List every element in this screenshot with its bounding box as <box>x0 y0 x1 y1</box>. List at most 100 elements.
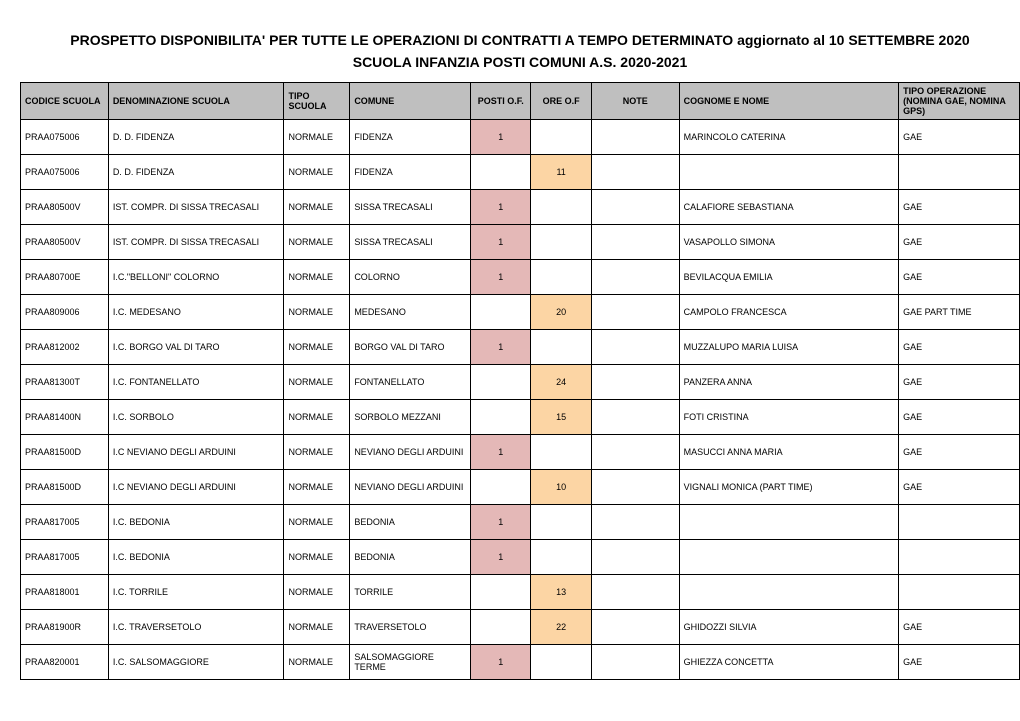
cell-oper <box>899 505 1020 540</box>
cell-codice: PRAA075006 <box>21 155 109 190</box>
cell-posti <box>471 575 531 610</box>
cell-ore <box>531 190 591 225</box>
cell-codice: PRAA81500D <box>21 470 109 505</box>
cell-oper: GAE <box>899 330 1020 365</box>
cell-denom: I.C. SALSOMAGGIORE <box>108 645 284 680</box>
cell-denom: D. D. FIDENZA <box>108 120 284 155</box>
cell-codice: PRAA075006 <box>21 120 109 155</box>
cell-comune: BEDONIA <box>350 540 471 575</box>
col-comune: COMUNE <box>350 83 471 120</box>
cell-posti: 1 <box>471 260 531 295</box>
cell-denom: I.C. BORGO VAL DI TARO <box>108 330 284 365</box>
cell-tipo: NORMALE <box>284 435 350 470</box>
table-row: PRAA817005I.C. BEDONIANORMALEBEDONIA1 <box>21 540 1020 575</box>
cell-codice: PRAA81400N <box>21 400 109 435</box>
cell-denom: I.C. SORBOLO <box>108 400 284 435</box>
cell-comune: TRAVERSETOLO <box>350 610 471 645</box>
cell-denom: I.C NEVIANO DEGLI ARDUINI <box>108 470 284 505</box>
cell-comune: FONTANELLATO <box>350 365 471 400</box>
cell-cognome: MUZZALUPO MARIA LUISA <box>679 330 899 365</box>
table-row: PRAA81500DI.C NEVIANO DEGLI ARDUININORMA… <box>21 435 1020 470</box>
cell-ore: 15 <box>531 400 591 435</box>
cell-ore: 11 <box>531 155 591 190</box>
cell-comune: SISSA TRECASALI <box>350 225 471 260</box>
cell-cognome <box>679 540 899 575</box>
cell-cognome: VIGNALI MONICA (PART TIME) <box>679 470 899 505</box>
cell-note <box>591 645 679 680</box>
cell-denom: I.C NEVIANO DEGLI ARDUINI <box>108 435 284 470</box>
cell-ore <box>531 260 591 295</box>
table-row: PRAA80700EI.C."BELLONI" COLORNONORMALECO… <box>21 260 1020 295</box>
cell-denom: I.C. BEDONIA <box>108 540 284 575</box>
cell-codice: PRAA812002 <box>21 330 109 365</box>
cell-cognome: CALAFIORE SEBASTIANA <box>679 190 899 225</box>
cell-tipo: NORMALE <box>284 610 350 645</box>
cell-posti: 1 <box>471 435 531 470</box>
cell-oper <box>899 575 1020 610</box>
cell-codice: PRAA80700E <box>21 260 109 295</box>
cell-cognome <box>679 505 899 540</box>
cell-ore: 24 <box>531 365 591 400</box>
cell-comune: TORRILE <box>350 575 471 610</box>
cell-posti: 1 <box>471 540 531 575</box>
cell-oper: GAE <box>899 260 1020 295</box>
cell-codice: PRAA81500D <box>21 435 109 470</box>
cell-tipo: NORMALE <box>284 400 350 435</box>
cell-posti: 1 <box>471 645 531 680</box>
cell-ore: 13 <box>531 575 591 610</box>
col-denom: DENOMINAZIONE SCUOLA <box>108 83 284 120</box>
cell-cognome: GHIEZZA CONCETTA <box>679 645 899 680</box>
cell-oper: GAE <box>899 190 1020 225</box>
cell-cognome: CAMPOLO FRANCESCA <box>679 295 899 330</box>
table-row: PRAA81400NI.C. SORBOLONORMALESORBOLO MEZ… <box>21 400 1020 435</box>
cell-oper: GAE <box>899 470 1020 505</box>
cell-codice: PRAA80500V <box>21 225 109 260</box>
cell-cognome: BEVILACQUA EMILIA <box>679 260 899 295</box>
cell-tipo: NORMALE <box>284 190 350 225</box>
cell-comune: SISSA TRECASALI <box>350 190 471 225</box>
cell-denom: I.C. MEDESANO <box>108 295 284 330</box>
cell-posti: 1 <box>471 330 531 365</box>
availability-table: CODICE SCUOLA DENOMINAZIONE SCUOLA TIPO … <box>20 82 1020 680</box>
cell-posti <box>471 365 531 400</box>
cell-posti: 1 <box>471 190 531 225</box>
cell-denom: I.C. BEDONIA <box>108 505 284 540</box>
cell-tipo: NORMALE <box>284 540 350 575</box>
col-posti: POSTI O.F. <box>471 83 531 120</box>
col-tipo: TIPO SCUOLA <box>284 83 350 120</box>
cell-tipo: NORMALE <box>284 120 350 155</box>
cell-ore <box>531 540 591 575</box>
col-cognome: COGNOME E NOME <box>679 83 899 120</box>
cell-denom: IST. COMPR. DI SISSA TRECASALI <box>108 190 284 225</box>
cell-cognome <box>679 575 899 610</box>
cell-cognome: GHIDOZZI SILVIA <box>679 610 899 645</box>
cell-tipo: NORMALE <box>284 645 350 680</box>
cell-note <box>591 120 679 155</box>
cell-ore <box>531 120 591 155</box>
cell-note <box>591 400 679 435</box>
cell-comune: FIDENZA <box>350 120 471 155</box>
cell-ore: 10 <box>531 470 591 505</box>
cell-cognome: MARINCOLO CATERINA <box>679 120 899 155</box>
table-row: PRAA075006D. D. FIDENZANORMALEFIDENZA11 <box>21 155 1020 190</box>
cell-cognome: MASUCCI ANNA MARIA <box>679 435 899 470</box>
cell-ore: 20 <box>531 295 591 330</box>
cell-codice: PRAA820001 <box>21 645 109 680</box>
cell-tipo: NORMALE <box>284 575 350 610</box>
cell-comune: FIDENZA <box>350 155 471 190</box>
cell-note <box>591 435 679 470</box>
table-row: PRAA075006D. D. FIDENZANORMALEFIDENZA1 MA… <box>21 120 1020 155</box>
table-row: PRAA812002I.C. BORGO VAL DI TARONORMALEB… <box>21 330 1020 365</box>
cell-tipo: NORMALE <box>284 295 350 330</box>
cell-comune: SALSOMAGGIORE TERME <box>350 645 471 680</box>
cell-cognome: PANZERA ANNA <box>679 365 899 400</box>
cell-tipo: NORMALE <box>284 505 350 540</box>
cell-tipo: NORMALE <box>284 330 350 365</box>
page-title: PROSPETTO DISPONIBILITA' PER TUTTE LE OP… <box>20 32 1020 48</box>
cell-codice: PRAA809006 <box>21 295 109 330</box>
cell-posti: 1 <box>471 120 531 155</box>
cell-comune: NEVIANO DEGLI ARDUINI <box>350 435 471 470</box>
cell-posti <box>471 295 531 330</box>
cell-tipo: NORMALE <box>284 365 350 400</box>
cell-oper: GAE <box>899 435 1020 470</box>
